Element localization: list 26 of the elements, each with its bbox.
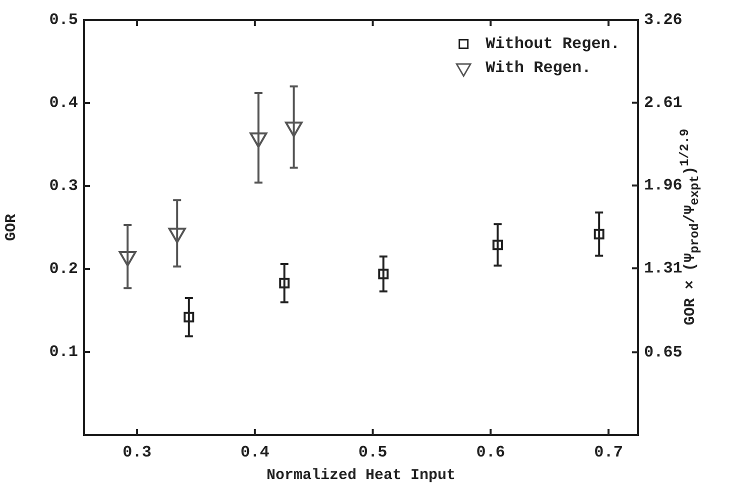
y-tick-label: 0.5 [49, 11, 78, 30]
y2-tick-label: 1.96 [644, 176, 682, 195]
x-tick-label: 0.7 [594, 444, 623, 462]
y-tick-label: 0.1 [49, 343, 78, 362]
point [250, 132, 268, 148]
y-tick-label: 0.3 [49, 177, 78, 196]
x-tick-label: 0.5 [358, 444, 388, 462]
y2-tick-label: 2.61 [644, 94, 682, 112]
point [492, 240, 503, 250]
legend-label: Without Regen. [486, 35, 620, 54]
x-axis-title: Normalized Heat Input [266, 466, 456, 484]
y-tick-label: 0.4 [49, 94, 78, 112]
x-tick-label: 0.3 [122, 444, 152, 462]
x-tick-label: 0.4 [240, 444, 270, 462]
point [168, 228, 186, 244]
point [594, 228, 604, 240]
point [378, 268, 389, 280]
point [285, 122, 303, 138]
point [184, 312, 194, 322]
y-axis-title: GOR [2, 214, 20, 242]
y2-tick-label: 0.65 [644, 343, 682, 362]
legend-label: With Regen. [486, 59, 592, 78]
y2-tick-label: 3.26 [644, 11, 682, 30]
y-tick-label: 0.2 [49, 260, 78, 278]
point [279, 278, 290, 288]
x-tick-label: 0.6 [476, 444, 506, 462]
